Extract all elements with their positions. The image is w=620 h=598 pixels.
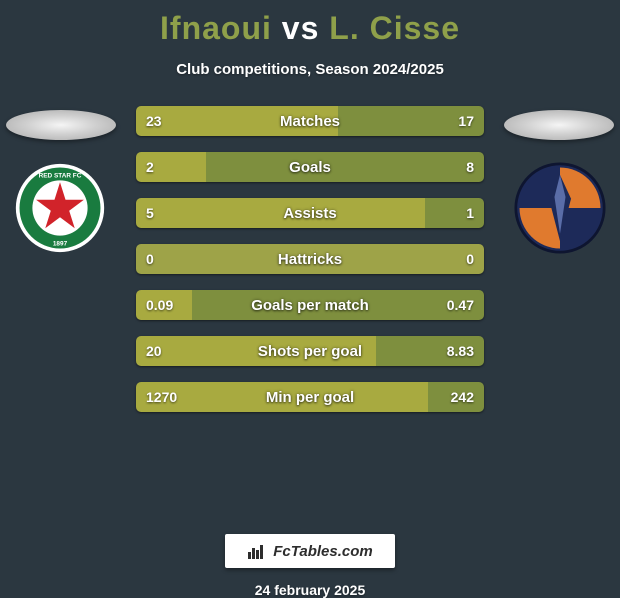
comparison-title: Ifnaoui vs L. Cisse: [0, 0, 620, 47]
footer-date: 24 february 2025: [0, 582, 620, 598]
vs-separator: vs: [282, 10, 320, 46]
stat-bar-right: [376, 336, 484, 366]
stat-bars-container: Matches2317 Goals28 Assists51 Hattricks00 Go…: [136, 106, 484, 412]
stat-bar-right: [428, 382, 484, 412]
stat-bar-right: [206, 152, 484, 182]
stat-row: Matches2317: [136, 106, 484, 136]
comparison-stage: RED STAR FC 1897 Matches2317 Goals28 Assis…: [0, 94, 620, 524]
player2-club-logo: [514, 162, 606, 254]
stat-bar-right: [425, 198, 484, 228]
tappara-logo-icon: [514, 162, 606, 254]
stat-row: Goals per match0.090.47: [136, 290, 484, 320]
stat-bar-left: [136, 244, 310, 274]
stat-row: Shots per goal208.83: [136, 336, 484, 366]
stat-row: Hattricks00: [136, 244, 484, 274]
stat-bar-left: [136, 336, 376, 366]
player1-halo: [6, 110, 116, 140]
season-subtitle: Club competitions, Season 2024/2025: [0, 61, 620, 78]
stat-bar-right: [338, 106, 484, 136]
player2-halo: [504, 110, 614, 140]
player1-name: Ifnaoui: [160, 10, 272, 46]
stat-bar-left: [136, 290, 192, 320]
stat-bar-right: [310, 244, 484, 274]
stat-row: Min per goal1270242: [136, 382, 484, 412]
stat-bar-left: [136, 382, 428, 412]
svg-text:1897: 1897: [53, 241, 68, 248]
site-badge[interactable]: FcTables.com: [225, 534, 395, 568]
stat-bar-left: [136, 152, 206, 182]
player1-club-logo: RED STAR FC 1897: [14, 162, 106, 254]
stat-bar-right: [192, 290, 484, 320]
svg-text:RED STAR FC: RED STAR FC: [39, 173, 82, 180]
stat-row: Assists51: [136, 198, 484, 228]
stat-bar-left: [136, 198, 425, 228]
stat-bar-left: [136, 106, 338, 136]
bars-icon: [247, 542, 267, 560]
stat-row: Goals28: [136, 152, 484, 182]
site-name: FcTables.com: [273, 543, 372, 560]
red-star-logo-icon: RED STAR FC 1897: [14, 162, 106, 254]
player2-name: L. Cisse: [329, 10, 460, 46]
